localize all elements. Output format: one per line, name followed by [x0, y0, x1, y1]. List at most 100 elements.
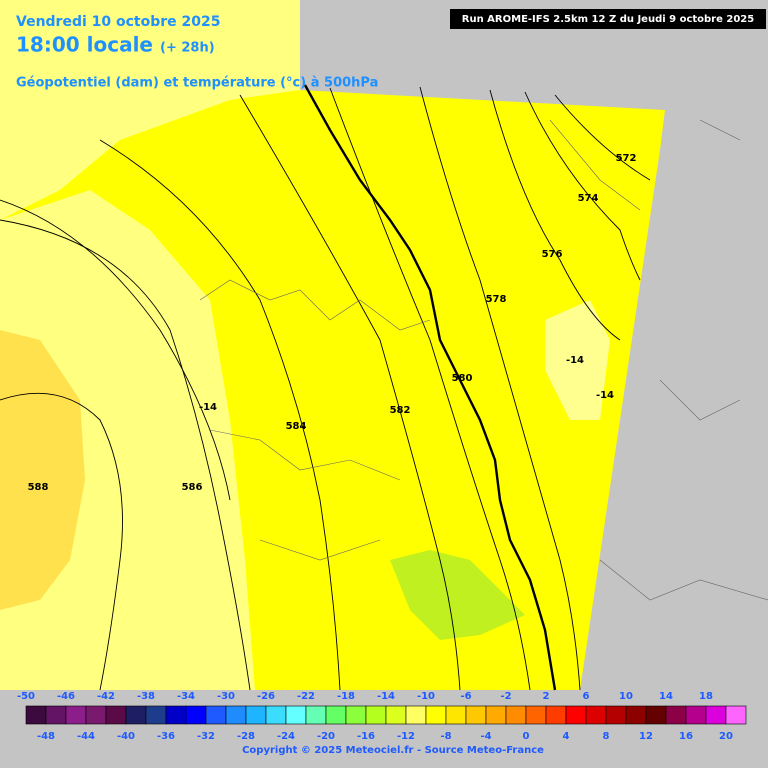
colorbar-label: 18: [699, 691, 713, 702]
colorbar-swatch: [365, 705, 387, 725]
colorbar-label: -34: [177, 691, 195, 702]
contour-line: [524, 91, 641, 281]
colorbar-label: -18: [337, 691, 355, 702]
colorbar-label: -26: [257, 691, 275, 702]
colorbar-label: 8: [603, 731, 610, 742]
isotherm-label: -14: [596, 390, 614, 401]
run-info: Run AROME-IFS 2.5km 12 Z du Jeudi 9 octo…: [462, 14, 754, 25]
colorbar-label: 6: [583, 691, 590, 702]
valid-date: Vendredi 10 octobre 2025: [16, 14, 221, 30]
contour-label: 578: [486, 294, 507, 305]
contour-label: 588: [28, 482, 49, 493]
colorbar-label: -38: [137, 691, 155, 702]
colorbar-label: 16: [679, 731, 693, 742]
warm-zone: [0, 330, 85, 610]
contour-label: 582: [390, 405, 411, 416]
colorbar-swatch: [285, 705, 307, 725]
colorbar-label: -22: [297, 691, 315, 702]
colorbar-swatch: [605, 705, 627, 725]
colorbar-swatch: [585, 705, 607, 725]
colorbar-label: 4: [563, 731, 570, 742]
colorbar-swatch: [65, 705, 87, 725]
colorbar-swatch: [665, 705, 687, 725]
colorbar-swatch: [685, 705, 707, 725]
colorbar-label: -48: [37, 731, 55, 742]
colorbar-label: -10: [417, 691, 435, 702]
borders: [199, 119, 768, 601]
colorbar-label: 10: [619, 691, 633, 702]
contour-line: [554, 94, 651, 181]
valid-time: 18:00 locale: [16, 33, 153, 57]
colorbar-label: -28: [237, 731, 255, 742]
colorbar-label: -46: [57, 691, 75, 702]
contours: [0, 86, 651, 691]
colorbar-label: -14: [377, 691, 395, 702]
colorbar-swatch: [485, 705, 507, 725]
colorbar-swatch: [545, 705, 567, 725]
pale-zone: [545, 300, 610, 420]
colorbar-label: -36: [157, 731, 175, 742]
contour-line: [239, 94, 461, 691]
contour-label: 574: [578, 193, 599, 204]
colorbar-label: 2: [543, 691, 550, 702]
colorbar-swatch: [725, 705, 747, 725]
cold-zone: [390, 550, 525, 640]
colorbar-label: -44: [77, 731, 95, 742]
colorbar-label: -4: [480, 731, 491, 742]
contour-line: [489, 89, 621, 341]
field-title: Géopotentiel (dam) et température (°c) à…: [16, 76, 378, 91]
colorbar-swatch: [225, 705, 247, 725]
contour-line: [99, 139, 341, 691]
colorbar-label: -40: [117, 731, 135, 742]
colorbar-label: -42: [97, 691, 115, 702]
contour-label: 572: [616, 153, 637, 164]
colorbar-swatch: [385, 705, 407, 725]
isotherm: [0, 199, 231, 501]
colorbar-swatch: [425, 705, 447, 725]
colorbar-label: -30: [217, 691, 235, 702]
colorbar-swatch: [245, 705, 267, 725]
border-line: [199, 119, 768, 601]
isotherm-label: -14: [566, 355, 584, 366]
colorbar-label: -16: [357, 731, 375, 742]
thick-border: [303, 84, 557, 691]
pale-zone: [0, 0, 300, 220]
colorbar-swatch: [625, 705, 647, 725]
colorbar-swatch: [705, 705, 727, 725]
colorbar-swatch: [45, 705, 67, 725]
colorbar-swatch: [265, 705, 287, 725]
colorbar-label: -12: [397, 731, 415, 742]
contour-line: [0, 392, 123, 691]
colorbar-swatch: [505, 705, 527, 725]
colorbar-label: -6: [460, 691, 471, 702]
colorbar-swatch: [125, 705, 147, 725]
contour-label: 586: [182, 482, 203, 493]
contour-label: 576: [542, 249, 563, 260]
colorbar-label: -20: [317, 731, 335, 742]
contour-line: [0, 219, 251, 691]
contour-line: [419, 86, 581, 691]
colorbar-swatch: [345, 705, 367, 725]
colorbar-swatch: [525, 705, 547, 725]
colorbar-swatch: [205, 705, 227, 725]
colorbar-label: -32: [197, 731, 215, 742]
colorbar-swatch: [185, 705, 207, 725]
colorbar-swatch: [165, 705, 187, 725]
colorbar-swatch: [405, 705, 427, 725]
colorbar-swatch: [565, 705, 587, 725]
contour-line: [329, 87, 531, 691]
colorbar-swatch: [25, 705, 47, 725]
colorbar-label: 0: [523, 731, 530, 742]
colorbar-swatch: [145, 705, 167, 725]
colorbar-label: 12: [639, 731, 653, 742]
colorbar-swatch: [445, 705, 467, 725]
colorbar-label: -8: [440, 731, 451, 742]
colorbar-label: -24: [277, 731, 295, 742]
copyright: Copyright © 2025 Meteociel.fr - Source M…: [242, 745, 544, 756]
colorbar-label: -2: [500, 691, 511, 702]
colorbar-swatch: [85, 705, 107, 725]
run-box: [450, 9, 766, 29]
colorbar-swatch: [465, 705, 487, 725]
isotherm-label: -14: [199, 402, 217, 413]
